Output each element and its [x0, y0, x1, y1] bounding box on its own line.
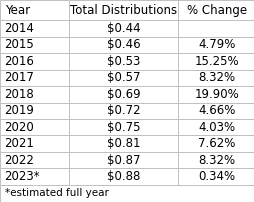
Bar	[0, 0, 69, 20]
Text: $0.53: $0.53	[107, 55, 140, 68]
Text: 19.90%: 19.90%	[194, 88, 238, 101]
Text: 2023*: 2023*	[5, 170, 40, 183]
Bar	[0, 53, 69, 69]
Text: 4.03%: 4.03%	[197, 121, 234, 134]
Bar	[0, 119, 69, 135]
Bar	[0, 102, 69, 119]
Bar	[69, 152, 178, 168]
Text: $0.57: $0.57	[106, 71, 140, 84]
Bar	[0, 152, 69, 168]
Bar	[0, 185, 254, 202]
Bar	[0, 37, 69, 53]
Bar	[0, 135, 69, 152]
Text: 2021: 2021	[5, 137, 34, 150]
Text: *estimated full year: *estimated full year	[5, 188, 108, 198]
Text: 2018: 2018	[5, 88, 34, 101]
Text: 2020: 2020	[5, 121, 34, 134]
Bar	[69, 119, 178, 135]
Bar	[178, 152, 254, 168]
Bar	[0, 86, 69, 103]
Bar	[178, 20, 254, 37]
Text: $0.46: $0.46	[106, 38, 140, 51]
Bar	[178, 53, 254, 69]
Bar	[69, 69, 178, 86]
Bar	[69, 53, 178, 69]
Text: $0.69: $0.69	[106, 88, 140, 101]
Text: 2016: 2016	[5, 55, 34, 68]
Text: 8.32%: 8.32%	[197, 71, 234, 84]
Text: % Change: % Change	[186, 4, 246, 17]
Text: 2015: 2015	[5, 38, 34, 51]
Bar	[178, 69, 254, 86]
Bar	[69, 102, 178, 119]
Bar	[0, 69, 69, 86]
Bar	[178, 86, 254, 103]
Text: 8.32%: 8.32%	[197, 154, 234, 167]
Bar	[69, 37, 178, 53]
Text: $0.72: $0.72	[106, 104, 140, 117]
Bar	[69, 135, 178, 152]
Text: 15.25%: 15.25%	[194, 55, 238, 68]
Text: $0.44: $0.44	[106, 22, 140, 35]
Bar	[178, 135, 254, 152]
Text: Total Distributions: Total Distributions	[70, 4, 177, 17]
Bar	[69, 86, 178, 103]
Bar	[0, 168, 69, 185]
Bar	[178, 102, 254, 119]
Bar	[69, 20, 178, 37]
Text: Year: Year	[5, 4, 30, 17]
Bar	[0, 20, 69, 37]
Text: $0.88: $0.88	[107, 170, 140, 183]
Bar	[178, 119, 254, 135]
Text: 0.34%: 0.34%	[197, 170, 234, 183]
Text: $0.75: $0.75	[106, 121, 140, 134]
Text: 2017: 2017	[5, 71, 34, 84]
Text: 7.62%: 7.62%	[197, 137, 234, 150]
Text: 2019: 2019	[5, 104, 34, 117]
Text: 2022: 2022	[5, 154, 34, 167]
Text: $0.81: $0.81	[106, 137, 140, 150]
Text: $0.87: $0.87	[106, 154, 140, 167]
Bar	[178, 0, 254, 20]
Text: 4.66%: 4.66%	[197, 104, 234, 117]
Text: 2014: 2014	[5, 22, 34, 35]
Text: 4.79%: 4.79%	[197, 38, 234, 51]
Bar	[69, 0, 178, 20]
Bar	[69, 168, 178, 185]
Bar	[178, 37, 254, 53]
Bar	[178, 168, 254, 185]
